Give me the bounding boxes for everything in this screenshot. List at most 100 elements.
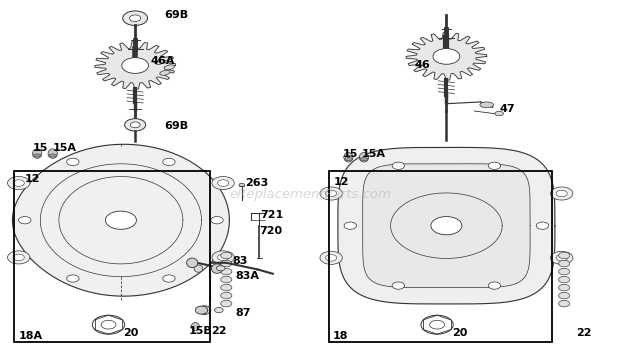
Circle shape: [489, 162, 501, 169]
Text: 83: 83: [232, 256, 248, 266]
Text: eReplacementParts.com: eReplacementParts.com: [229, 188, 391, 201]
Polygon shape: [338, 147, 555, 304]
Text: 721: 721: [260, 210, 283, 221]
Ellipse shape: [164, 65, 174, 70]
Circle shape: [431, 217, 462, 235]
Circle shape: [559, 260, 570, 267]
Text: 18: 18: [332, 331, 348, 341]
Circle shape: [92, 315, 125, 334]
Text: 20: 20: [123, 328, 138, 338]
Text: 20: 20: [453, 328, 468, 338]
Ellipse shape: [216, 266, 225, 271]
Polygon shape: [363, 164, 530, 288]
Text: 22: 22: [211, 326, 226, 336]
Circle shape: [559, 252, 570, 259]
Text: 47: 47: [499, 104, 515, 114]
Circle shape: [392, 282, 404, 289]
Ellipse shape: [211, 264, 223, 273]
Circle shape: [551, 251, 573, 264]
Polygon shape: [95, 42, 175, 89]
Text: 46A: 46A: [151, 56, 175, 66]
Circle shape: [123, 11, 148, 25]
Text: 15A: 15A: [53, 143, 77, 153]
Circle shape: [488, 282, 500, 289]
Circle shape: [130, 122, 140, 128]
Circle shape: [125, 119, 146, 131]
Circle shape: [19, 217, 31, 224]
Circle shape: [7, 251, 30, 264]
Circle shape: [212, 251, 234, 264]
Ellipse shape: [495, 111, 503, 116]
Circle shape: [433, 48, 460, 64]
Circle shape: [320, 187, 342, 200]
Bar: [329, 171, 552, 342]
Circle shape: [392, 162, 404, 169]
Circle shape: [559, 292, 570, 299]
Text: 720: 720: [259, 226, 282, 236]
Circle shape: [101, 320, 116, 329]
Text: 87: 87: [236, 308, 251, 318]
Text: 18A: 18A: [19, 331, 43, 341]
Circle shape: [559, 284, 570, 291]
Text: 15: 15: [32, 143, 48, 153]
Text: 12: 12: [334, 177, 349, 187]
Ellipse shape: [239, 183, 244, 186]
Polygon shape: [12, 144, 229, 296]
Circle shape: [221, 284, 232, 291]
Text: 22: 22: [577, 328, 592, 338]
Circle shape: [551, 187, 573, 200]
Circle shape: [162, 275, 175, 282]
Ellipse shape: [215, 308, 223, 313]
Circle shape: [13, 254, 24, 261]
Ellipse shape: [345, 158, 352, 161]
Text: 69B: 69B: [164, 121, 188, 131]
Text: 15A: 15A: [362, 149, 386, 159]
Text: 263: 263: [245, 178, 268, 188]
Circle shape: [221, 300, 232, 307]
Circle shape: [559, 268, 570, 275]
Ellipse shape: [160, 70, 170, 75]
Text: 69B: 69B: [164, 9, 188, 20]
Circle shape: [421, 315, 453, 334]
Circle shape: [221, 260, 232, 267]
Circle shape: [221, 292, 232, 299]
Ellipse shape: [195, 306, 208, 314]
Ellipse shape: [33, 154, 41, 157]
Circle shape: [344, 222, 356, 229]
Circle shape: [556, 254, 567, 261]
Polygon shape: [406, 33, 487, 80]
Ellipse shape: [191, 323, 200, 331]
Circle shape: [326, 190, 337, 197]
Circle shape: [221, 252, 232, 259]
Ellipse shape: [360, 153, 368, 162]
Circle shape: [13, 180, 24, 186]
Ellipse shape: [155, 59, 165, 64]
Circle shape: [66, 275, 79, 282]
Ellipse shape: [48, 149, 57, 158]
Circle shape: [218, 254, 229, 261]
Circle shape: [218, 180, 229, 186]
Ellipse shape: [187, 258, 198, 268]
Circle shape: [320, 251, 342, 264]
Circle shape: [211, 217, 223, 224]
Text: 15: 15: [343, 149, 358, 159]
Circle shape: [430, 320, 445, 329]
Circle shape: [536, 222, 549, 229]
Circle shape: [221, 268, 232, 275]
Circle shape: [221, 276, 232, 283]
Circle shape: [163, 158, 175, 166]
Bar: [14, 171, 210, 342]
Circle shape: [122, 58, 149, 74]
Circle shape: [212, 177, 234, 190]
Ellipse shape: [32, 149, 42, 158]
Ellipse shape: [480, 102, 494, 108]
Circle shape: [559, 276, 570, 283]
Text: 46: 46: [414, 60, 430, 70]
Circle shape: [556, 190, 567, 197]
Circle shape: [326, 254, 337, 261]
Text: 83A: 83A: [236, 271, 260, 281]
Circle shape: [105, 211, 136, 229]
Circle shape: [67, 158, 79, 166]
Ellipse shape: [48, 154, 57, 157]
Circle shape: [7, 177, 30, 190]
